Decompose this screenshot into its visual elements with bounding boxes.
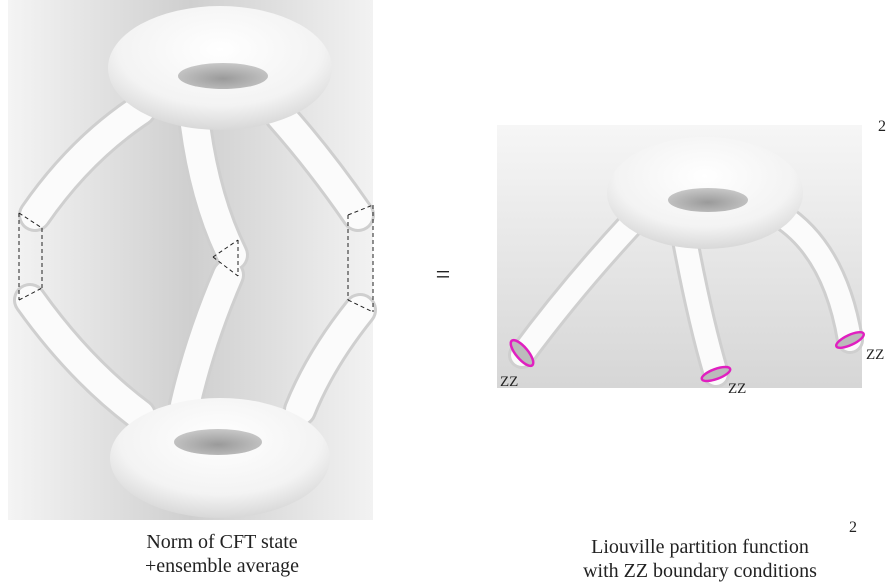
- boundary-label: ZZ: [500, 374, 518, 390]
- boundary-label: ZZ: [866, 347, 884, 363]
- caption: Liouville partition function: [591, 536, 809, 558]
- caption-exponent: 2: [849, 519, 857, 536]
- right-surface: [497, 125, 866, 388]
- exponent: 2: [878, 118, 886, 135]
- caption: Norm of CFT state: [146, 531, 297, 553]
- caption: +ensemble average: [145, 555, 299, 577]
- equals-sign: =: [436, 260, 451, 289]
- caption: with ZZ boundary conditions: [583, 560, 817, 582]
- boundary-label: ZZ: [728, 381, 746, 397]
- left-surface: [8, 0, 377, 520]
